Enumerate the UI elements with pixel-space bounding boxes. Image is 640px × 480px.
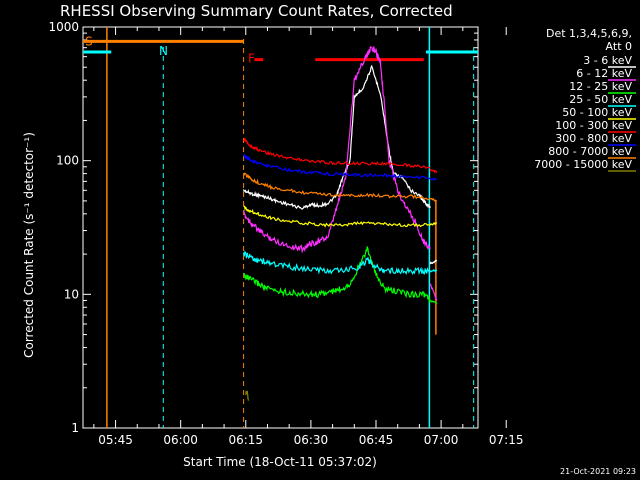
plot-frame xyxy=(82,26,479,429)
series-line-post xyxy=(429,197,438,202)
annotation-f: F xyxy=(248,52,255,66)
legend-entry: 800 - 7000 keV xyxy=(548,145,632,158)
y-axis-label: Corrected Count Rate (s⁻¹ detector⁻¹) xyxy=(22,132,36,358)
series-line xyxy=(243,205,431,228)
timestamp: 21-Oct-2021 09:23 xyxy=(560,467,636,476)
series-line xyxy=(243,250,431,276)
series-line xyxy=(243,137,431,170)
legend-header-line-2: Att 0 xyxy=(606,40,632,53)
legend-entry: 300 - 800 keV xyxy=(555,132,632,145)
legend-entry: 100 - 300 keV xyxy=(555,119,632,132)
series-line-post xyxy=(429,299,438,305)
series-line xyxy=(245,390,249,401)
series-line xyxy=(243,64,431,210)
series-line xyxy=(243,246,431,304)
x-tick-label: 07:00 xyxy=(424,433,459,447)
legend-entry: 7000 - 15000 keV xyxy=(534,158,632,171)
legend-entry: 50 - 100 keV xyxy=(562,106,632,119)
series-line-post xyxy=(430,269,438,274)
series-line-post xyxy=(429,283,438,301)
y-tick-label: 1 xyxy=(71,421,79,435)
legend-entry: 25 - 50 keV xyxy=(569,93,632,106)
y-tick-label: 100 xyxy=(56,154,79,168)
chart-title: RHESSI Observing Summary Count Rates, Co… xyxy=(60,2,453,20)
x-tick-label: 06:15 xyxy=(228,433,263,447)
series-line xyxy=(243,153,431,180)
series-line-post xyxy=(429,168,438,174)
x-tick-label: 06:45 xyxy=(359,433,394,447)
x-tick-label: 06:00 xyxy=(163,433,198,447)
x-tick-label: 07:15 xyxy=(489,433,524,447)
y-tick-label: 1000 xyxy=(48,20,79,34)
legend-entry: 12 - 25 keV xyxy=(569,80,632,93)
y-tick-label: 10 xyxy=(64,287,79,301)
legend-header-line-1: Det 1,3,4,5,6,9, xyxy=(546,27,632,40)
series-line xyxy=(243,172,431,201)
annotation-n: N xyxy=(159,44,168,58)
x-tick-label: 05:45 xyxy=(98,433,133,447)
plot-area: 1 10 100 1000 05:45 06:00 06:15 06:30 06:45 07:00… xyxy=(48,20,523,447)
series-line-post xyxy=(430,176,437,181)
annotation-s: S xyxy=(85,35,93,49)
series-line-post xyxy=(429,259,438,265)
x-axis-label: Start Time (18-Oct-11 05:37:02) xyxy=(183,455,377,469)
x-tick-label: 06:30 xyxy=(294,433,329,447)
series-line xyxy=(243,45,431,254)
legend-entry: 3 - 6 keV xyxy=(583,54,632,67)
legend-entry: 6 - 12 keV xyxy=(576,67,632,80)
series-line-post xyxy=(429,221,438,226)
